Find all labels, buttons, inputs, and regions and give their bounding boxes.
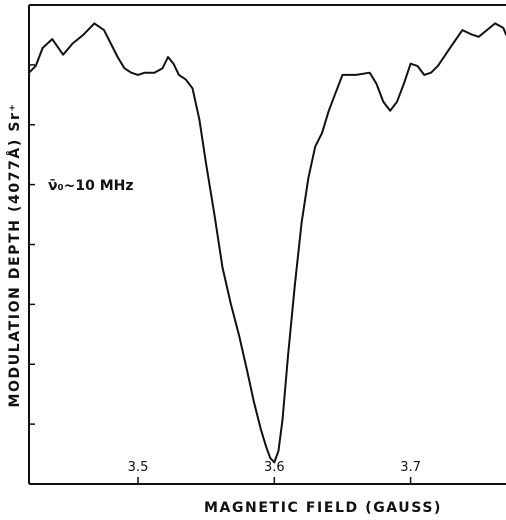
x-tick-label: 3.5: [128, 460, 149, 475]
plot-frame: [28, 4, 506, 485]
y-axis-title: MODULATION DEPTH (4077Å) Sr⁺: [6, 103, 23, 408]
y-axis-ticks: [29, 64, 35, 425]
x-tick-labels: 3.5 3.6 3.7: [128, 460, 421, 475]
frequency-annotation: ν̄₀~10 MHz: [48, 178, 134, 194]
x-tick-label: 3.6: [264, 460, 285, 475]
x-axis-ticks: [137, 477, 412, 484]
x-axis-title: MAGNETIC FIELD (GAUSS): [204, 500, 442, 516]
x-tick-label: 3.7: [400, 460, 421, 475]
resonance-curve-line: [28, 22, 506, 464]
